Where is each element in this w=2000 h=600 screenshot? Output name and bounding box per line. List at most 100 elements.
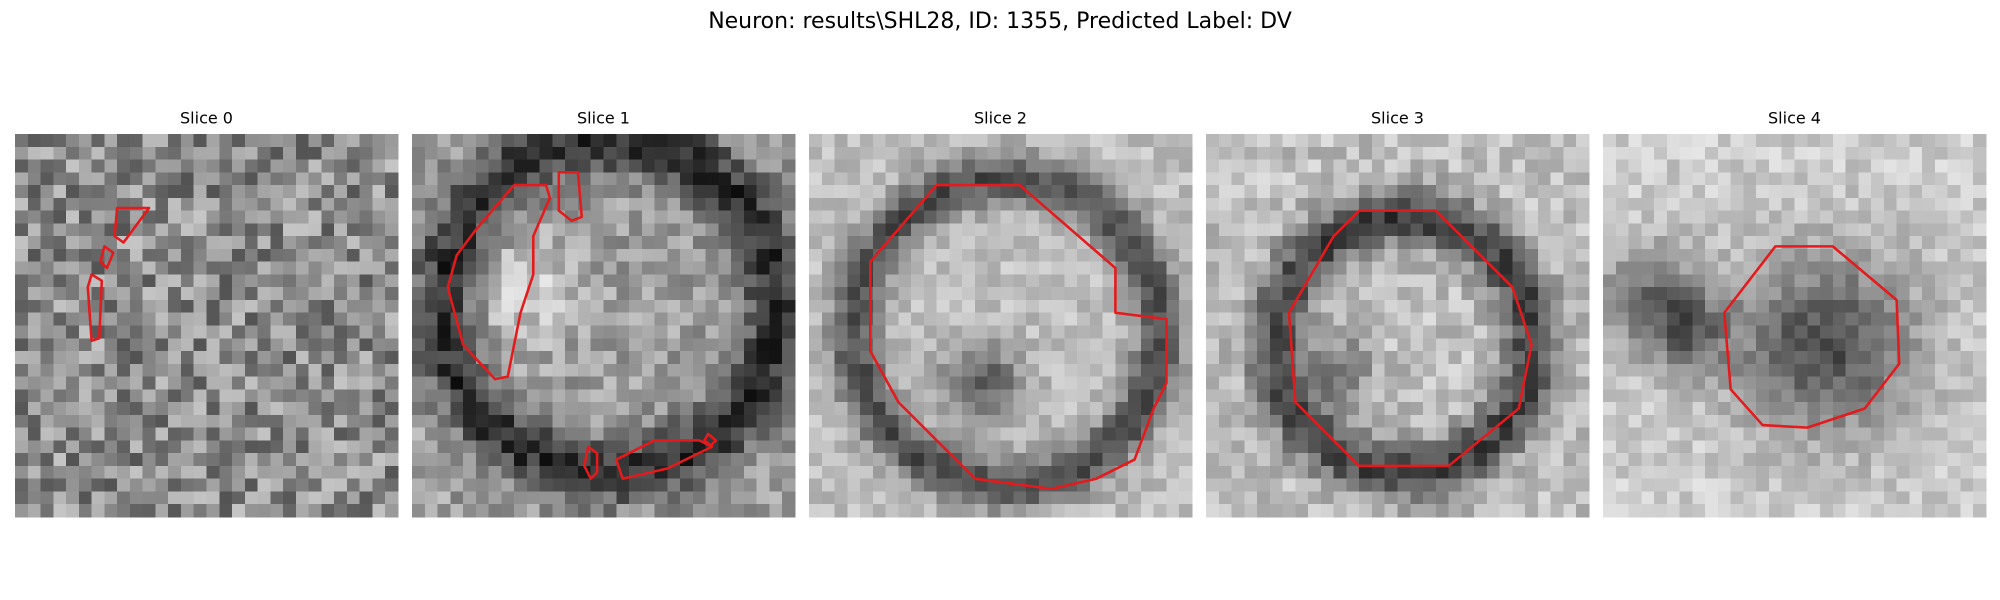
pixel xyxy=(66,491,80,505)
pixel xyxy=(898,325,912,339)
pixel xyxy=(1257,325,1271,339)
pixel xyxy=(898,146,912,160)
pixel xyxy=(53,185,67,199)
pixel xyxy=(1896,453,1910,467)
pixel xyxy=(1705,338,1719,352)
pixel xyxy=(334,134,348,148)
pixel xyxy=(974,312,989,326)
pixel xyxy=(1206,389,1220,403)
pixel xyxy=(372,210,386,224)
pixel xyxy=(718,185,732,199)
pixel xyxy=(1537,491,1552,505)
pixel xyxy=(1089,287,1104,301)
pixel xyxy=(834,491,848,505)
pixel xyxy=(1909,389,1923,403)
pixel xyxy=(1807,261,1821,275)
contours xyxy=(86,206,151,343)
pixel xyxy=(552,248,566,263)
pixel xyxy=(743,261,758,275)
pixel xyxy=(1934,465,1949,480)
pixel xyxy=(1435,325,1449,339)
pixel xyxy=(334,491,348,505)
pixel xyxy=(346,185,361,199)
pixel xyxy=(412,210,426,224)
pixel xyxy=(334,453,348,467)
pixel xyxy=(718,248,732,263)
pixel xyxy=(295,491,310,505)
pixel xyxy=(1615,223,1629,237)
pixel xyxy=(244,376,258,390)
pixel xyxy=(769,338,783,352)
pixel xyxy=(334,287,348,301)
pixel xyxy=(1550,389,1564,403)
pixel xyxy=(1730,491,1744,505)
pixel xyxy=(1448,274,1462,288)
pixel xyxy=(962,440,976,454)
pixel xyxy=(257,504,271,518)
pixel xyxy=(1563,351,1577,365)
pixel xyxy=(424,223,438,237)
pixel xyxy=(616,223,630,237)
pixel xyxy=(1896,185,1910,199)
pixel xyxy=(1179,325,1193,339)
pixel xyxy=(769,478,783,492)
pixel xyxy=(987,376,1001,390)
pixel xyxy=(1435,427,1449,441)
pixel xyxy=(1282,248,1296,263)
pixel xyxy=(295,274,310,288)
pixel xyxy=(1756,134,1770,148)
pixel xyxy=(1282,274,1296,288)
pixel xyxy=(321,325,335,339)
pixel xyxy=(1218,146,1232,160)
pixel xyxy=(142,440,156,454)
pixel xyxy=(718,440,732,454)
pixel xyxy=(667,351,681,365)
pixel xyxy=(1397,376,1411,390)
pixel xyxy=(962,134,976,148)
pixel xyxy=(1423,146,1437,160)
pixel xyxy=(1705,491,1719,505)
pixel xyxy=(667,363,681,377)
pixel xyxy=(526,287,541,301)
pixel xyxy=(232,274,246,288)
pixel xyxy=(437,261,451,275)
pixel xyxy=(1628,440,1642,454)
pixel xyxy=(1295,210,1309,224)
pixel xyxy=(1537,223,1552,237)
pixel xyxy=(1423,351,1437,365)
pixel xyxy=(526,338,541,352)
pixel xyxy=(1179,491,1193,505)
pixel xyxy=(667,402,681,416)
pixel xyxy=(1960,504,1974,518)
pixel xyxy=(1026,223,1040,237)
pixel xyxy=(321,299,335,314)
pixel xyxy=(1781,478,1795,492)
pixel xyxy=(1244,210,1258,224)
pixel xyxy=(232,210,246,224)
pixel xyxy=(1807,274,1821,288)
pixel xyxy=(1576,427,1590,441)
pixel xyxy=(180,197,195,211)
pixel xyxy=(987,274,1001,288)
pixel xyxy=(1781,402,1795,416)
pixel xyxy=(1308,299,1322,314)
pixel xyxy=(782,402,796,416)
pixel xyxy=(911,440,925,454)
pixel xyxy=(463,440,477,454)
pixel xyxy=(949,159,963,173)
pixel xyxy=(1206,261,1220,275)
pixel xyxy=(1743,261,1757,275)
pixel xyxy=(1537,376,1552,390)
pixel xyxy=(91,197,105,211)
pixel xyxy=(424,236,438,250)
pixel xyxy=(1858,478,1872,492)
pixel xyxy=(590,261,604,275)
pixel xyxy=(654,338,668,352)
pixel xyxy=(1064,504,1078,518)
pixel xyxy=(654,210,668,224)
pixel xyxy=(731,491,745,505)
pixel xyxy=(1257,312,1271,326)
pixel xyxy=(308,325,322,339)
pixel xyxy=(1179,261,1193,275)
pixel xyxy=(155,223,169,237)
